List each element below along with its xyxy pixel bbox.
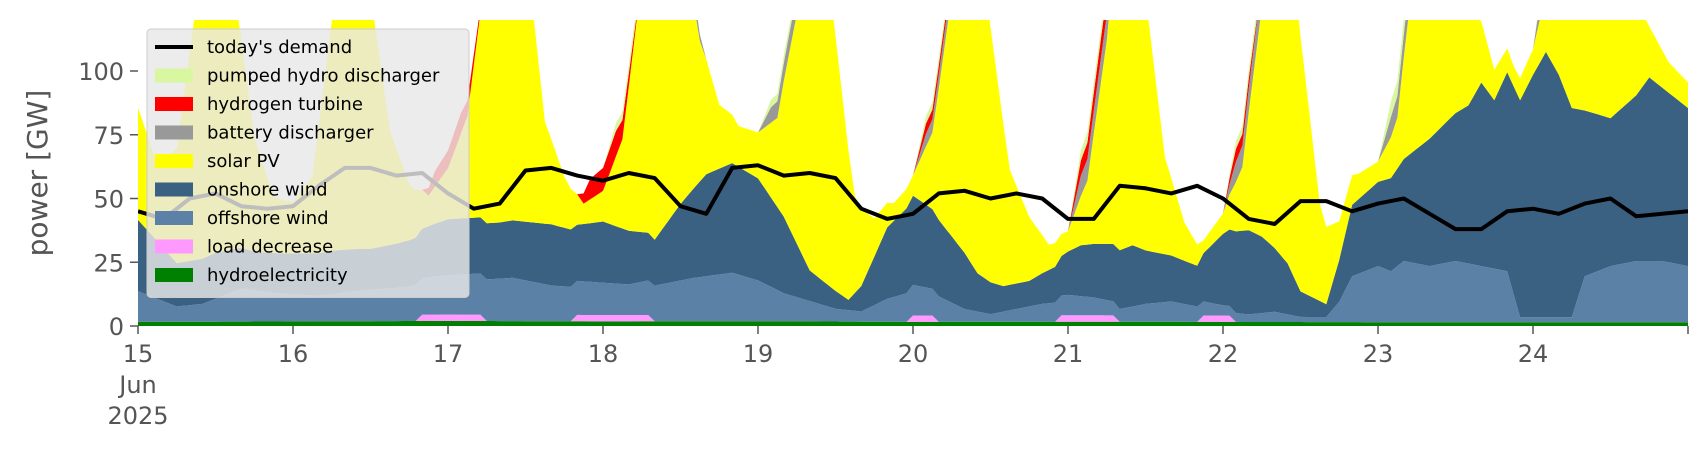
legend-swatch [155, 97, 193, 111]
x-tick-label: 17 [433, 340, 464, 368]
x-tick-label: 22 [1208, 340, 1239, 368]
y-tick-label: 100 [78, 58, 124, 86]
x-tick-label: 15 Jun 2025 [107, 340, 168, 430]
x-tick-label: 24 [1518, 340, 1549, 368]
legend-swatch [155, 239, 193, 254]
legend-label: hydroelectricity [207, 265, 348, 286]
y-tick-label: 0 [109, 313, 124, 341]
x-tick-label: 21 [1053, 340, 1084, 368]
legend-label: onshore wind [207, 180, 328, 201]
area-solar-pv [138, 20, 1688, 305]
stacked-areas [138, 20, 1688, 326]
area-hydroelectricity [138, 320, 1688, 326]
x-tick-label: 20 [898, 340, 929, 368]
legend-label: battery discharger [207, 123, 374, 144]
x-tick-label: 19 [743, 340, 774, 368]
axes: 0 25 50 75 100 15 Jun 2025 16 17 18 19 20 21 22 23 24 [78, 58, 1689, 430]
y-tick-label: 50 [93, 186, 124, 214]
y-tick-label: 75 [93, 122, 124, 150]
legend-label: hydrogen turbine [207, 94, 363, 115]
legend-swatch [155, 268, 193, 282]
legend-swatch [155, 68, 193, 83]
legend-swatch [155, 182, 193, 197]
legend-swatch [155, 154, 193, 168]
legend-label: solar PV [207, 151, 280, 172]
legend-swatch [155, 211, 193, 225]
legend: today's demand pumped hydro discharger hyd… [146, 28, 470, 298]
area-load-decrease [138, 314, 1688, 323]
legend-box [146, 28, 470, 298]
legend-swatch [155, 125, 193, 140]
legend-label: pumped hydro discharger [207, 66, 440, 87]
legend-label: load decrease [207, 237, 333, 258]
y-tick-label: 25 [93, 249, 124, 277]
x-tick-label: 23 [1363, 340, 1394, 368]
x-tick-label: 18 [588, 340, 619, 368]
y-axis-label: power [GW] [21, 90, 54, 257]
area-offshore-wind [138, 261, 1688, 323]
legend-label: today's demand [207, 37, 352, 58]
area-onshore-wind [138, 51, 1688, 318]
x-tick-label: 16 [278, 340, 309, 368]
legend-label: offshore wind [207, 208, 329, 229]
